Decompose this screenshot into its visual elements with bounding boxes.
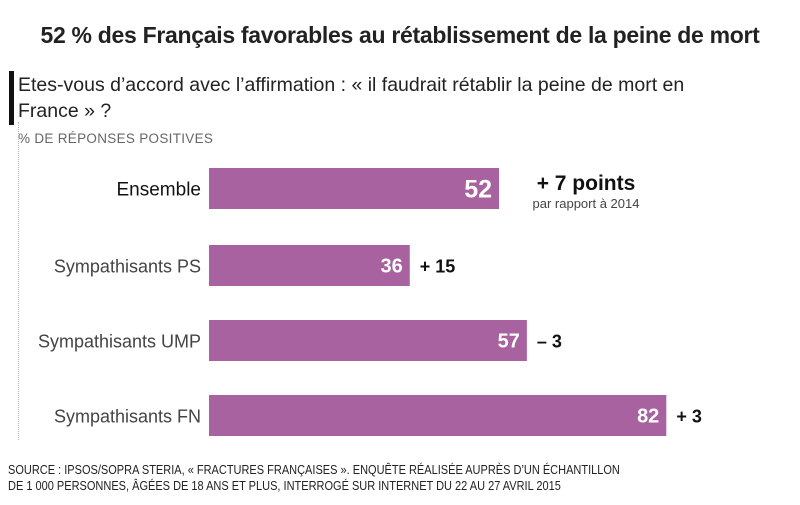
value-label: 57 <box>498 331 520 353</box>
change-label: + 3 <box>676 407 702 427</box>
change-label: + 7 points <box>537 172 636 195</box>
change-label: + 15 <box>420 257 456 277</box>
bar <box>209 168 500 209</box>
value-label: 36 <box>381 256 403 278</box>
value-label: 82 <box>637 406 659 428</box>
category-label: Ensemble <box>117 180 202 201</box>
source-line: SOURCE : IPSOS/SOPRA STERIA, « FRACTURES… <box>8 463 620 477</box>
axis-line <box>18 122 19 440</box>
chart-title: 52 % des Français favorables au rétablis… <box>40 22 760 48</box>
bar <box>209 320 527 361</box>
category-label: Sympathisants UMP <box>38 332 201 352</box>
category-label: Sympathisants FN <box>54 407 201 427</box>
bar <box>209 245 410 286</box>
change-note: par rapport à 2014 <box>533 196 640 211</box>
source-note: SOURCE : IPSOS/SOPRA STERIA, « FRACTURES… <box>8 462 620 494</box>
question-text: Etes-vous d’accord avec l’affirmation : … <box>18 74 685 122</box>
bar <box>209 395 667 436</box>
question-marker <box>9 71 14 125</box>
change-label: – 3 <box>537 332 562 352</box>
value-label: 52 <box>464 176 492 204</box>
category-label: Sympathisants PS <box>54 257 201 277</box>
unit-label: % DE RÉPONSES POSITIVES <box>18 131 214 146</box>
source-line: DE 1 000 PERSONNES, ÂGÉES DE 18 ANS ET P… <box>8 479 561 493</box>
